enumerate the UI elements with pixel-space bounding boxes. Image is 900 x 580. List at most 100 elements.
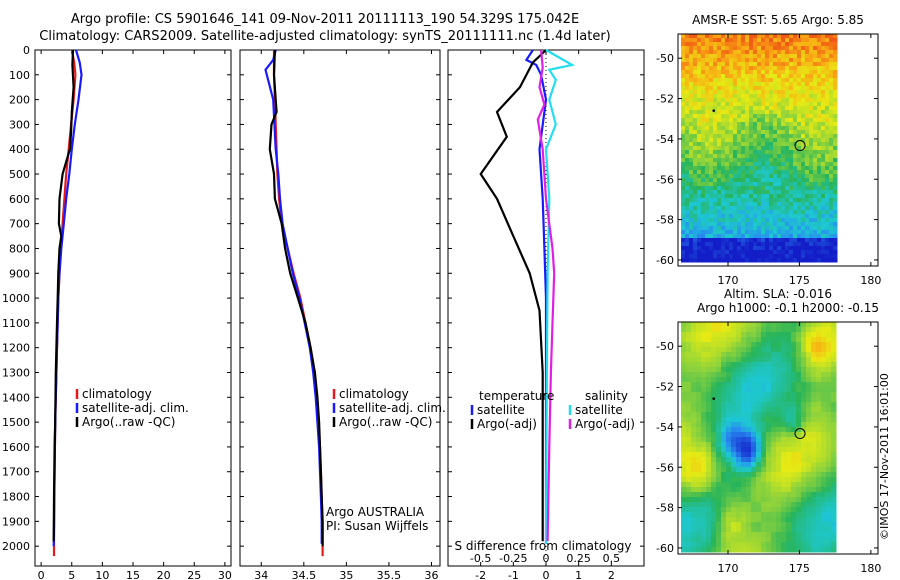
map-cell <box>825 66 830 71</box>
map-cell <box>793 34 798 39</box>
map-cell <box>789 82 794 87</box>
map-cell <box>789 258 794 263</box>
map-cell <box>725 190 730 195</box>
map-cell <box>821 234 826 239</box>
map-cell <box>725 206 730 211</box>
map-cell <box>789 194 794 199</box>
map-cell <box>736 537 742 543</box>
map-cell <box>705 194 710 199</box>
map-cell <box>725 238 730 243</box>
map-cell <box>736 352 742 358</box>
map-cell <box>733 118 738 123</box>
map-cell <box>789 62 794 67</box>
map-cell <box>769 122 774 127</box>
map-cell <box>693 222 698 227</box>
map-cell <box>825 46 830 51</box>
map-cell <box>691 387 697 393</box>
map-cell <box>813 234 818 239</box>
map-cell <box>709 142 714 147</box>
map-cell <box>749 218 754 223</box>
map-cell <box>831 472 837 478</box>
map-cell <box>801 62 806 67</box>
map-cell <box>766 487 772 493</box>
map-cell <box>686 467 692 473</box>
map-cell <box>721 547 727 553</box>
map-cell <box>817 146 822 151</box>
map-cell <box>681 38 686 43</box>
map-cell <box>785 222 790 227</box>
map-cell <box>771 407 777 413</box>
map-cell <box>691 397 697 403</box>
map-cell <box>816 462 822 468</box>
map-cell <box>717 62 722 67</box>
map-cell <box>693 78 698 83</box>
map-cell <box>805 138 810 143</box>
map-cell <box>771 492 777 498</box>
map-cell <box>709 118 714 123</box>
map-cell <box>811 372 817 378</box>
map-cell <box>745 126 750 131</box>
map-cell <box>751 522 757 528</box>
map-cell <box>781 142 786 147</box>
map-cell <box>731 467 737 473</box>
map-cell <box>777 162 782 167</box>
map-cell <box>709 78 714 83</box>
map-cell <box>729 98 734 103</box>
map-cell <box>821 472 827 478</box>
y-tick-label: 900 <box>9 267 30 280</box>
map-cell <box>745 178 750 183</box>
map-cell <box>761 90 766 95</box>
map-cell <box>709 114 714 119</box>
map-cell <box>685 226 690 231</box>
map-cell <box>797 58 802 63</box>
map-cell <box>693 122 698 127</box>
map-cell <box>797 122 802 127</box>
map-cell <box>681 407 687 413</box>
map-cell <box>816 377 822 383</box>
map-cell <box>686 527 692 533</box>
map-cell <box>749 194 754 199</box>
map-cell <box>833 38 838 43</box>
map-cell <box>793 58 798 63</box>
x-tick-label: 0 <box>543 569 550 580</box>
map-cell <box>697 206 702 211</box>
map-cell <box>811 337 817 343</box>
map-cell <box>716 352 722 358</box>
map-cell <box>801 467 807 473</box>
map-cell <box>813 98 818 103</box>
map-cell <box>766 337 772 343</box>
map-cell <box>689 54 694 59</box>
map-cell <box>797 242 802 247</box>
map-cell <box>811 377 817 383</box>
map-cell <box>713 198 718 203</box>
map-cell <box>709 190 714 195</box>
map-cell <box>689 198 694 203</box>
map-cell <box>685 74 690 79</box>
map-cell <box>777 46 782 51</box>
map-cell <box>681 452 687 458</box>
map-cell <box>701 477 707 483</box>
map-cell <box>681 527 687 533</box>
map-cell <box>829 58 834 63</box>
map-cell <box>821 118 826 123</box>
map-cell <box>821 154 826 159</box>
map-cell <box>769 258 774 263</box>
map-cell <box>821 58 826 63</box>
map-cell <box>685 194 690 199</box>
map-cell <box>829 86 834 91</box>
map-cell <box>709 158 714 163</box>
map-cell <box>761 457 767 463</box>
map-cell <box>685 86 690 91</box>
map-cell <box>793 110 798 115</box>
map-cell <box>685 218 690 223</box>
map-cell <box>705 82 710 87</box>
map-cell <box>833 242 838 247</box>
map-x-tick-label: 170 <box>718 274 739 287</box>
map-cell <box>765 194 770 199</box>
map-cell <box>756 382 762 388</box>
map-cell <box>805 46 810 51</box>
map-cell <box>729 214 734 219</box>
map-cell <box>797 46 802 51</box>
map-cell <box>701 54 706 59</box>
map-cell <box>781 46 786 51</box>
